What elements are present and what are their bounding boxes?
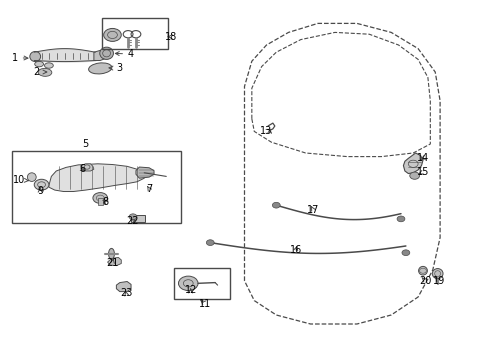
Circle shape xyxy=(34,179,49,190)
Circle shape xyxy=(206,240,214,246)
Text: 14: 14 xyxy=(416,153,428,163)
Ellipse shape xyxy=(35,62,43,67)
Text: 19: 19 xyxy=(431,276,444,286)
Text: 21: 21 xyxy=(106,258,119,268)
Text: 4: 4 xyxy=(115,49,134,59)
Ellipse shape xyxy=(38,68,52,76)
Text: 9: 9 xyxy=(37,186,43,196)
Text: 23: 23 xyxy=(120,288,132,298)
Polygon shape xyxy=(81,164,94,171)
Text: 22: 22 xyxy=(125,216,138,226)
Text: 5: 5 xyxy=(82,139,88,149)
Polygon shape xyxy=(49,164,144,192)
Text: 13: 13 xyxy=(260,126,272,136)
Text: 15: 15 xyxy=(416,167,428,177)
Bar xyxy=(131,215,144,222)
Bar xyxy=(12,151,181,223)
Circle shape xyxy=(93,193,107,203)
Text: 2: 2 xyxy=(34,67,47,77)
Text: 17: 17 xyxy=(306,204,319,215)
Text: 16: 16 xyxy=(289,245,302,255)
Circle shape xyxy=(401,250,409,256)
Ellipse shape xyxy=(44,63,53,68)
Ellipse shape xyxy=(30,51,41,62)
Circle shape xyxy=(103,28,121,41)
Ellipse shape xyxy=(100,47,113,59)
Text: 18: 18 xyxy=(164,32,177,42)
Text: 1: 1 xyxy=(12,53,28,63)
Text: 11: 11 xyxy=(199,299,211,309)
Ellipse shape xyxy=(431,269,442,279)
Ellipse shape xyxy=(107,35,112,40)
Text: 20: 20 xyxy=(418,276,431,286)
Text: 12: 12 xyxy=(184,285,197,295)
Text: 10: 10 xyxy=(13,175,29,185)
Text: 3: 3 xyxy=(109,63,122,73)
Bar xyxy=(173,268,229,299)
Text: 7: 7 xyxy=(146,184,152,194)
Circle shape xyxy=(396,216,404,222)
Ellipse shape xyxy=(418,266,427,275)
Text: 8: 8 xyxy=(102,197,108,207)
Circle shape xyxy=(272,202,280,208)
Polygon shape xyxy=(116,282,131,292)
Circle shape xyxy=(178,276,198,291)
Circle shape xyxy=(129,214,137,220)
Text: 6: 6 xyxy=(79,164,85,174)
Polygon shape xyxy=(94,50,106,60)
Bar xyxy=(98,198,102,205)
Polygon shape xyxy=(136,167,154,178)
Bar xyxy=(102,18,167,49)
Ellipse shape xyxy=(27,173,36,181)
Ellipse shape xyxy=(88,63,112,74)
Ellipse shape xyxy=(108,248,114,259)
Polygon shape xyxy=(107,257,121,266)
Circle shape xyxy=(409,172,419,179)
Polygon shape xyxy=(403,153,422,174)
